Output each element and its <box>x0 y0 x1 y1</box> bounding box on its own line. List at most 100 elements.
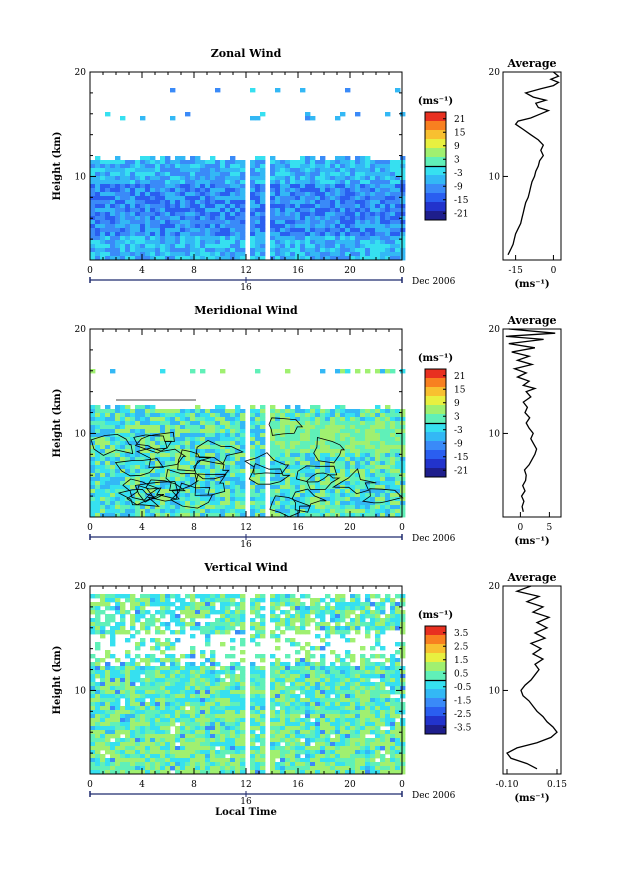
heatmap-cell <box>340 244 345 248</box>
heatmap-cell <box>320 509 325 513</box>
heatmap-cell <box>275 485 280 489</box>
heatmap-cell <box>230 441 235 445</box>
heatmap-cell <box>255 188 260 192</box>
colorbar-segment <box>425 157 446 166</box>
heatmap-cell <box>175 228 180 232</box>
heatmap-cell <box>165 710 170 714</box>
heatmap-cell <box>280 429 285 433</box>
heatmap-cell <box>195 626 200 630</box>
profile-y-tick-label: 20 <box>489 68 501 78</box>
heatmap-cell <box>180 192 185 196</box>
heatmap-cell <box>290 674 295 678</box>
heatmap-cell <box>270 449 275 453</box>
heatmap-cell <box>345 248 350 252</box>
heatmap-cell <box>140 509 145 513</box>
heatmap-cell <box>255 252 260 256</box>
heatmap-cell <box>90 734 95 738</box>
heatmap-cell <box>285 200 290 204</box>
heatmap-cell <box>240 722 245 726</box>
heatmap-cell <box>395 224 400 228</box>
heatmap-cell <box>215 449 220 453</box>
heatmap-cell <box>400 437 405 441</box>
heatmap-cell <box>160 594 165 598</box>
heatmap-cell <box>400 425 405 429</box>
heatmap-cell <box>105 690 110 694</box>
heatmap-cell <box>90 610 95 614</box>
heatmap-cell <box>240 746 245 750</box>
heatmap-cell <box>100 505 105 509</box>
heatmap-cell <box>400 164 405 168</box>
heatmap-cell <box>140 726 145 730</box>
heatmap-cell <box>225 738 230 742</box>
heatmap-cell <box>280 244 285 248</box>
heatmap-cell <box>100 610 105 614</box>
heatmap-cell <box>230 176 235 180</box>
heatmap-cell <box>220 160 225 164</box>
heatmap-cell <box>295 176 300 180</box>
heatmap-cell <box>315 461 320 465</box>
heatmap-cell <box>260 594 265 598</box>
heatmap-cell <box>170 168 175 172</box>
heatmap-cell <box>205 718 210 722</box>
heatmap-cell <box>300 200 305 204</box>
heatmap-cell <box>180 606 185 610</box>
heatmap-cell <box>175 180 180 184</box>
heatmap-cell <box>375 184 380 188</box>
heatmap-cell <box>275 762 280 766</box>
heatmap-cell <box>350 212 355 216</box>
heatmap-cell <box>235 180 240 184</box>
heatmap-cell <box>355 240 360 244</box>
heatmap-cell <box>290 694 295 698</box>
heatmap-cell <box>110 240 115 244</box>
heatmap-cell <box>230 682 235 686</box>
heatmap-cell <box>150 248 155 252</box>
heatmap-cell <box>200 690 205 694</box>
heatmap-cell <box>180 489 185 493</box>
heatmap-cell <box>250 208 255 212</box>
heatmap-cell <box>390 240 395 244</box>
heatmap-cell <box>385 493 390 497</box>
heatmap-cell <box>255 433 260 437</box>
heatmap-cell <box>95 477 100 481</box>
heatmap-cell <box>320 485 325 489</box>
heatmap-cell <box>320 180 325 184</box>
heatmap-cell <box>285 714 290 718</box>
heatmap-cell <box>280 228 285 232</box>
heatmap-cell <box>235 734 240 738</box>
heatmap-cell <box>280 172 285 176</box>
heatmap-cell <box>360 441 365 445</box>
heatmap-cell <box>145 694 150 698</box>
heatmap-cell <box>180 630 185 634</box>
heatmap-cell <box>235 662 240 666</box>
heatmap-cell <box>145 477 150 481</box>
heatmap-cell <box>325 441 330 445</box>
heatmap-cell <box>210 489 215 493</box>
heatmap-cell <box>100 220 105 224</box>
heatmap-cell <box>325 188 330 192</box>
heatmap-cell <box>110 606 115 610</box>
heatmap-cell <box>120 766 125 770</box>
heatmap-cell <box>225 670 230 674</box>
heatmap-cell <box>200 497 205 501</box>
heatmap-cell <box>110 626 115 630</box>
heatmap-cell <box>260 598 265 602</box>
heatmap-cell <box>305 461 310 465</box>
heatmap-cell <box>195 433 200 437</box>
heatmap-cell <box>285 212 290 216</box>
heatmap-cell <box>320 160 325 164</box>
heatmap-cell <box>215 738 220 742</box>
heatmap-cell <box>125 220 130 224</box>
heatmap-cell <box>340 493 345 497</box>
heatmap-cell <box>270 666 275 670</box>
heatmap-cell <box>280 738 285 742</box>
heatmap-cell <box>390 485 395 489</box>
heatmap-cell <box>225 746 230 750</box>
heatmap-cell <box>105 188 110 192</box>
heatmap-cell <box>165 694 170 698</box>
heatmap-cell <box>270 445 275 449</box>
heatmap-cell <box>230 216 235 220</box>
heatmap-cell <box>90 738 95 742</box>
heatmap-cell <box>300 232 305 236</box>
heatmap-cell <box>240 477 245 481</box>
heatmap-cell <box>125 678 130 682</box>
